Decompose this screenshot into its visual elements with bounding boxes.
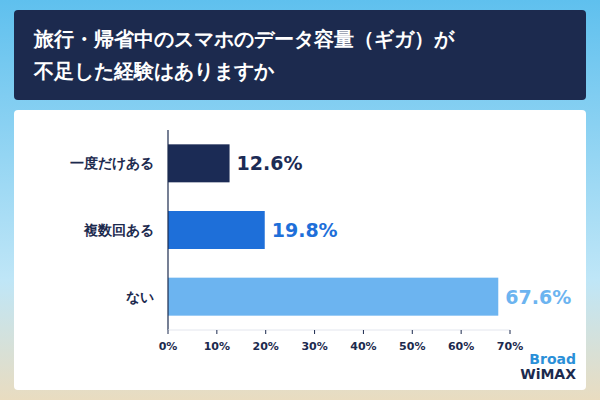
data-label: 67.6%: [505, 286, 571, 308]
tick-label: 20%: [253, 340, 279, 353]
category-label: 複数回ある: [83, 222, 154, 238]
tick-label: 10%: [204, 340, 230, 353]
title-line: 旅行・帰省中のスマホのデータ容量（ギガ）が: [33, 27, 455, 51]
tick-label: 50%: [399, 340, 425, 353]
axis-baseline: [168, 330, 510, 331]
bars: [168, 144, 498, 315]
title: 旅行・帰省中のスマホのデータ容量（ギガ）が不足した経験はありますか: [33, 27, 455, 83]
tick-mark: [461, 330, 462, 334]
tick-label: 30%: [301, 340, 327, 353]
data-label: 19.8%: [272, 219, 338, 241]
tick-mark: [265, 330, 266, 334]
bar: [168, 278, 498, 316]
bar: [168, 211, 265, 249]
logo-line: WiMAX: [520, 366, 576, 382]
tick-mark: [314, 330, 315, 334]
chart-root: 旅行・帰省中のスマホのデータ容量（ギガ）が不足した経験はありますか一度だけある 1…: [0, 0, 600, 400]
background: [0, 0, 600, 400]
tick-label: 70%: [497, 340, 523, 353]
tick-label: 40%: [350, 340, 376, 353]
title-panel: [14, 10, 586, 100]
bar: [168, 144, 230, 182]
plot-card: [14, 110, 586, 390]
category-label: ない: [126, 289, 154, 305]
tick-label: 0%: [159, 340, 178, 353]
title-line: 不足した経験はありますか: [33, 59, 275, 83]
tick-mark: [168, 330, 169, 334]
tick-mark: [510, 330, 511, 334]
logo: BroadWiMAX: [520, 351, 576, 382]
category-label: 一度だけある: [70, 155, 154, 171]
data-label: 12.6%: [237, 152, 303, 174]
axis-line: [167, 130, 168, 330]
tick-label: 60%: [448, 340, 474, 353]
tick-mark: [363, 330, 364, 334]
tick-mark: [412, 330, 413, 334]
tick-mark: [216, 330, 217, 334]
logo-line: Broad: [529, 351, 576, 367]
